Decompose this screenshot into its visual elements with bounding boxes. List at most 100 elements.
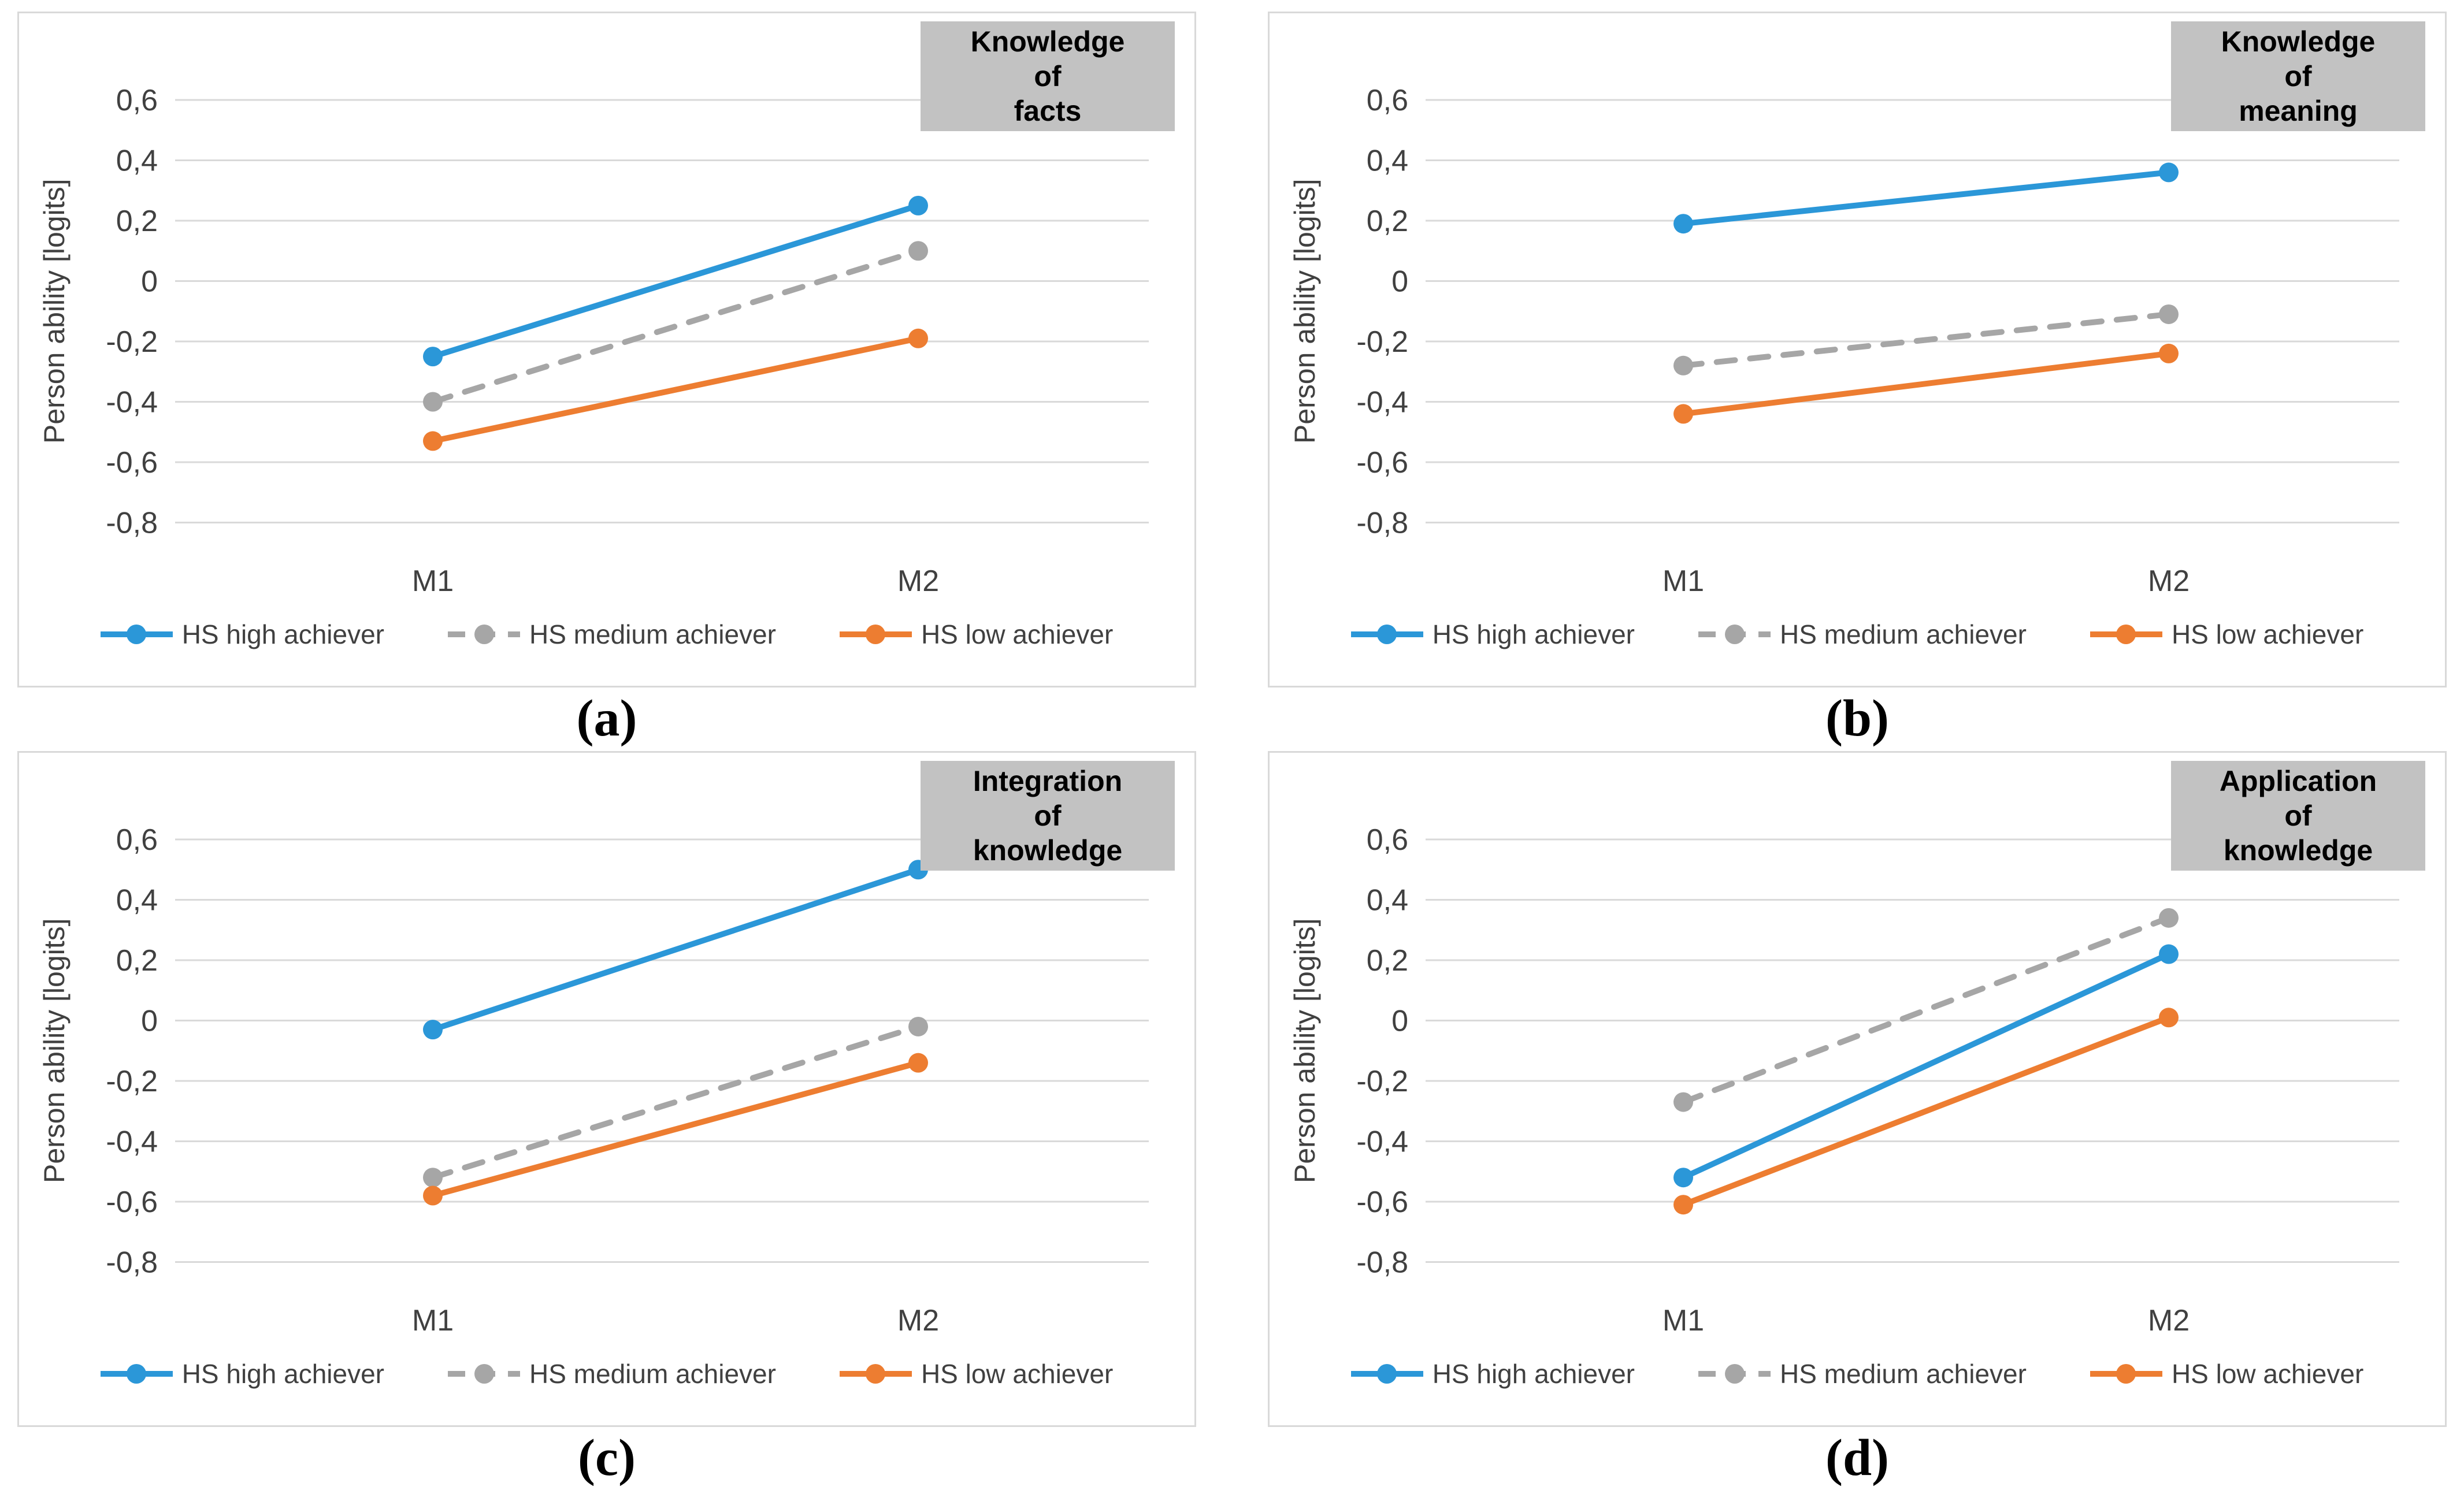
chart-d-title-line: knowledge xyxy=(2223,834,2373,867)
legend-label: HS high achiever xyxy=(181,1359,384,1389)
y-tick-label: -0,8 xyxy=(106,507,158,540)
series-line-solid xyxy=(430,335,921,444)
data-point-marker xyxy=(2159,908,2179,928)
chart-b-legend: HS high achiever HS medium achiever HS low… xyxy=(1270,608,2445,660)
legend-label: HS medium achiever xyxy=(529,619,776,649)
chart-d-legend: HS high achiever HS medium achiever HS low… xyxy=(1270,1348,2445,1400)
panel-caption-a: (a) xyxy=(576,690,637,747)
data-point-marker xyxy=(2159,162,2179,183)
chart-a-title-line: facts xyxy=(1014,95,1082,127)
legend-line-marker-icon xyxy=(1350,1364,1423,1384)
chart-c-plot: 0,6 0,4 0,2 0 -0,2 -0,4 -0,6 -0,8 Person ability… xyxy=(38,823,1149,1337)
series-line-solid xyxy=(1680,350,2172,417)
legend-dot-icon xyxy=(2116,1364,2136,1384)
legend-line-marker-icon xyxy=(100,625,173,644)
chart-c-title-line: of xyxy=(1034,800,1062,832)
legend-line-marker-icon xyxy=(839,625,912,644)
x-tick-label: M1 xyxy=(412,564,454,598)
y-tick-label: 0,2 xyxy=(116,944,158,978)
x-tick-label: M2 xyxy=(897,1304,939,1337)
series-line-dashed xyxy=(1680,915,2172,1105)
chart-d-plot: 0,6 0,4 0,2 0 -0,2 -0,4 -0,6 -0,8 Person ability… xyxy=(1289,823,2399,1337)
y-tick-label: -0,8 xyxy=(1356,507,1408,540)
y-tick-label: -0,6 xyxy=(1356,446,1408,480)
data-point-marker xyxy=(423,1020,443,1040)
y-tick-label: -0,8 xyxy=(106,1246,158,1280)
y-axis-title: Person ability [logits] xyxy=(38,179,70,444)
data-point-marker xyxy=(423,347,443,367)
data-point-marker xyxy=(2159,944,2179,964)
chart-b-title-line: meaning xyxy=(2239,95,2358,127)
legend-line-marker-icon xyxy=(1350,625,1423,644)
y-tick-label: 0,2 xyxy=(1367,944,1408,978)
data-point-marker xyxy=(2159,304,2179,324)
data-point-marker xyxy=(1673,214,1693,234)
chart-b-title-line: of xyxy=(2284,60,2312,92)
legend-line-marker-icon xyxy=(100,1364,173,1384)
y-tick-label: -0,2 xyxy=(106,325,158,359)
y-tick-label: 0,6 xyxy=(1367,84,1408,117)
y-tick-label: -0,4 xyxy=(106,1125,158,1159)
legend-label: HS medium achiever xyxy=(1780,619,2027,649)
y-tick-label: 0,6 xyxy=(116,823,158,857)
legend-label: HS high achiever xyxy=(181,619,384,649)
data-point-marker xyxy=(1673,1168,1693,1188)
y-tick-label: -0,6 xyxy=(106,446,158,480)
chart-b-title-line: Knowledge xyxy=(2221,25,2376,58)
legend-item: HS medium achiever xyxy=(1698,619,2027,650)
legend-line-marker-icon xyxy=(839,1364,912,1384)
legend-dot-icon xyxy=(1724,1364,1745,1384)
data-point-marker xyxy=(2159,343,2179,363)
chart-panel-integration-of-knowledge: 0,6 0,4 0,2 0 -0,2 -0,4 -0,6 -0,8 Person ability… xyxy=(17,751,1196,1427)
legend-dot-icon xyxy=(127,625,147,644)
legend-item: HS low achiever xyxy=(2090,1358,2363,1389)
x-tick-label: M1 xyxy=(1663,1304,1704,1337)
y-tick-label: 0,6 xyxy=(116,84,158,117)
y-tick-label: -0,2 xyxy=(1356,325,1408,359)
legend-item: HS high achiever xyxy=(1350,619,1635,650)
chart-b-title-box: Knowledge of meaning xyxy=(2171,21,2425,131)
data-point-marker xyxy=(908,195,928,215)
y-tick-label: 0,4 xyxy=(116,144,158,178)
x-tick-label: M1 xyxy=(412,1304,454,1337)
panel-caption-b: (b) xyxy=(1825,690,1889,747)
x-tick-label: M1 xyxy=(1663,564,1704,598)
series-line-dashed xyxy=(430,248,921,405)
legend-dashed-line-marker-icon xyxy=(448,1364,520,1384)
legend-dot-icon xyxy=(866,625,886,644)
legend-item: HS high achiever xyxy=(1350,1358,1635,1389)
y-tick-label: 0 xyxy=(141,265,158,299)
chart-a-legend: HS high achiever HS medium achiever HS low… xyxy=(19,608,1194,660)
series-line-solid xyxy=(1680,951,2172,1181)
x-tick-label: M2 xyxy=(897,564,939,598)
chart-panel-application-of-knowledge: 0,6 0,4 0,2 0 -0,2 -0,4 -0,6 -0,8 Person ability… xyxy=(1268,751,2447,1427)
data-point-marker xyxy=(908,1016,928,1036)
legend-label: HS high achiever xyxy=(1432,619,1635,649)
series-line-dashed xyxy=(430,1023,921,1181)
data-point-marker xyxy=(423,1185,443,1206)
data-point-marker xyxy=(1673,355,1693,376)
data-point-marker xyxy=(423,431,443,451)
legend-item: HS medium achiever xyxy=(448,619,776,650)
legend-item: HS low achiever xyxy=(2090,619,2363,650)
y-axis-title: Person ability [logits] xyxy=(38,918,70,1183)
chart-c-title-line: Integration xyxy=(973,765,1123,797)
legend-dot-icon xyxy=(1377,1364,1397,1384)
y-tick-label: -0,6 xyxy=(1356,1185,1408,1219)
legend-label: HS medium achiever xyxy=(1780,1359,2027,1389)
series-line-solid xyxy=(430,867,921,1033)
y-tick-label: 0 xyxy=(1391,265,1408,299)
chart-panel-knowledge-of-meaning: 0,6 0,4 0,2 0 -0,2 -0,4 -0,6 -0,8 Person ability… xyxy=(1268,12,2447,687)
y-tick-label: 0 xyxy=(141,1005,158,1038)
legend-label: HS low achiever xyxy=(2171,1359,2364,1389)
y-tick-label: -0,8 xyxy=(1356,1246,1408,1280)
legend-label: HS high achiever xyxy=(1432,1359,1635,1389)
legend-dashed-line-marker-icon xyxy=(1698,625,1771,644)
panel-caption-d: (d) xyxy=(1825,1429,1889,1486)
y-tick-label: -0,2 xyxy=(106,1065,158,1098)
legend-dashed-line-marker-icon xyxy=(448,625,520,644)
chart-d-title-line: Application xyxy=(2219,765,2377,797)
legend-dot-icon xyxy=(1724,625,1745,644)
legend-dashed-line-marker-icon xyxy=(1698,1364,1771,1384)
y-tick-label: -0,4 xyxy=(106,386,158,419)
